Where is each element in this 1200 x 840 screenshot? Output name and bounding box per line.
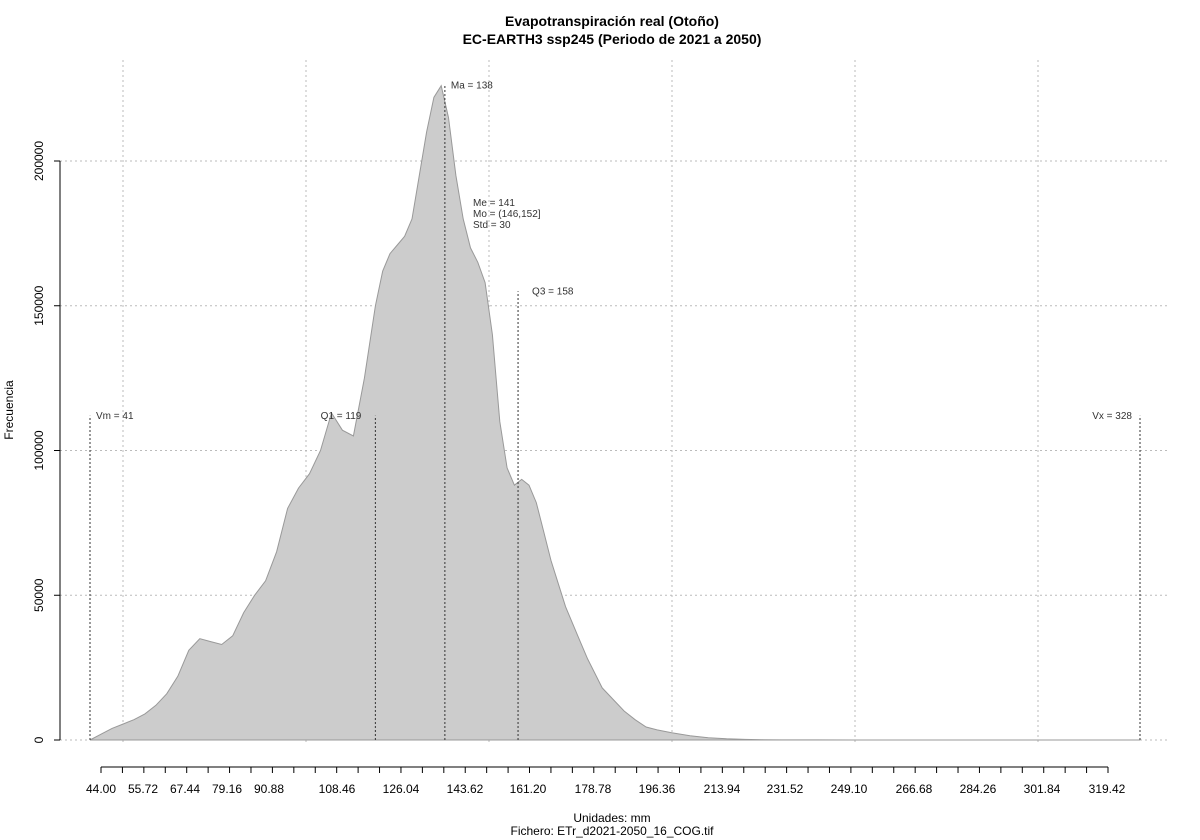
y-tick-label: 0 <box>32 736 46 743</box>
x-tick-label: 266.68 <box>896 782 933 796</box>
y-tick-label: 50000 <box>32 578 46 612</box>
x-tick-label: 319.42 <box>1089 782 1126 796</box>
annotation-label: Vm = 41 <box>96 411 134 422</box>
x-tick-label: 67.44 <box>170 782 200 796</box>
x-tick-label: 55.72 <box>128 782 158 796</box>
x-tick-label: 249.10 <box>831 782 868 796</box>
annotations: Vm = 41 Q1 = 119 Ma = 138 Q3 = 158 Vx = 328 M… <box>89 81 1141 740</box>
x-tick-label: 284.26 <box>960 782 997 796</box>
stats-label: Std = 30 <box>473 220 511 231</box>
x-tick-label: 143.62 <box>447 782 484 796</box>
annotation-label: Vx = 328 <box>1092 411 1132 422</box>
chart-title: Evapotranspiración real (Otoño) <box>505 13 719 29</box>
annotation-label: Q1 = 119 <box>321 411 362 422</box>
x-tick-label: 196.36 <box>639 782 676 796</box>
x-tick-label: 213.94 <box>704 782 741 796</box>
stats-label: Mo = (146,152] <box>473 209 541 220</box>
stats-label: Me = 141 <box>473 198 515 209</box>
x-tick-label: 301.84 <box>1024 782 1061 796</box>
x-tick-label: 44.00 <box>86 782 116 796</box>
x-axis-title: Unidades: mm <box>573 811 650 825</box>
y-axis-title: Frecuencia <box>2 380 16 440</box>
x-tick-label: 108.46 <box>319 782 356 796</box>
x-tick-label: 161.20 <box>510 782 547 796</box>
chart-subtitle: EC-EARTH3 ssp245 (Periodo de 2021 a 2050… <box>463 31 762 47</box>
density-area <box>89 84 1140 741</box>
file-caption: Fichero: ETr_d2021-2050_16_COG.tif <box>511 824 715 838</box>
x-tick-label: 126.04 <box>383 782 420 796</box>
annotation-label: Ma = 138 <box>451 81 493 92</box>
y-tick-label: 150000 <box>32 285 46 325</box>
x-tick-label: 231.52 <box>767 782 804 796</box>
x-tick-label: 178.78 <box>575 782 612 796</box>
axes: 0 50000 100000 150000 200000 44.00 55.72 67.44 7… <box>32 141 1126 796</box>
x-tick-label: 79.16 <box>212 782 242 796</box>
y-tick-label: 200000 <box>32 141 46 181</box>
x-tick-label: 90.88 <box>254 782 284 796</box>
y-tick-label: 100000 <box>32 430 46 470</box>
annotation-label: Q3 = 158 <box>532 286 574 297</box>
